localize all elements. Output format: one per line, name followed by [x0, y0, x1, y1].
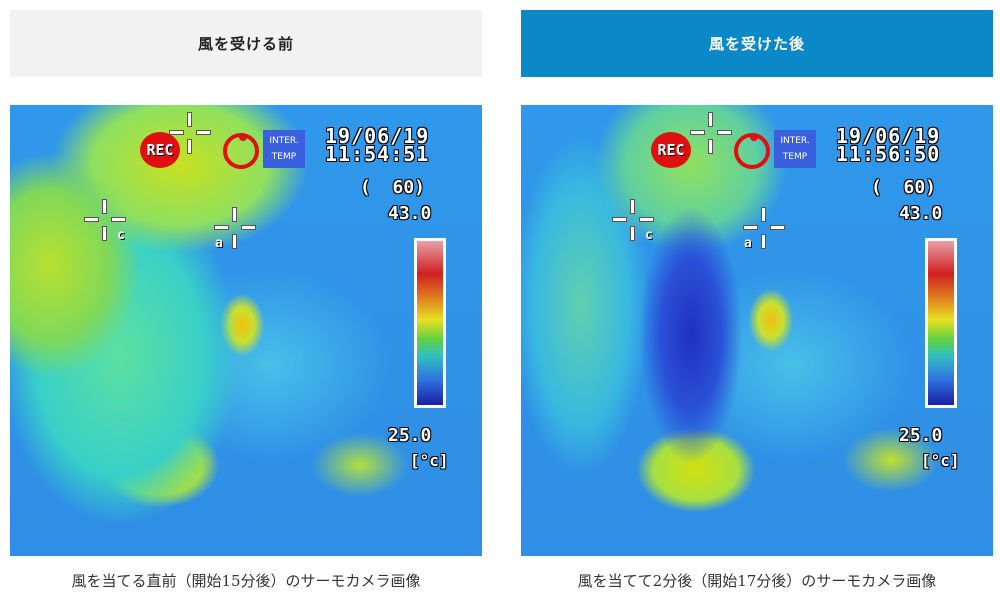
temp-unit: [°c]	[410, 451, 449, 470]
date: 19/06/19	[325, 124, 430, 148]
time: 11:54:51	[325, 142, 430, 166]
date: 19/06/19	[836, 124, 941, 148]
cursor-label: c	[117, 228, 125, 243]
color-scale-bar	[414, 238, 446, 408]
timer-icon	[223, 133, 259, 169]
time: 11:56:50	[836, 142, 941, 166]
crosshair-a-icon: a	[744, 208, 784, 251]
crosshair-a-icon: a	[215, 208, 255, 251]
datetime: 19/06/19 11:54:51	[325, 124, 430, 166]
rec-icon: REC	[140, 132, 180, 168]
datetime: 19/06/19 11:56:50	[836, 124, 941, 166]
crosshair-c-icon: c	[85, 200, 125, 243]
inter-label: INTER.	[780, 136, 810, 146]
min-temp: 25.0	[899, 425, 943, 446]
header-before: 風を受ける前	[10, 10, 482, 77]
thermal-image-after: REC INTER. TEMP c a 19/06/19 11:56:50 ( 60…	[521, 105, 993, 556]
temp-unit: [°c]	[921, 451, 960, 470]
timer-icon	[734, 133, 770, 169]
crosshair-icon	[170, 113, 210, 153]
max-temp: 43.0	[388, 203, 432, 224]
thermal-scene	[521, 105, 993, 556]
color-scale-bar	[925, 238, 957, 408]
max-temp: 43.0	[899, 203, 943, 224]
thermal-scene	[10, 105, 482, 556]
emissivity: ( 60)	[360, 177, 426, 198]
rec-icon: REC	[651, 132, 691, 168]
crosshair-c-icon: c	[613, 200, 653, 243]
cursor-label: a	[215, 236, 223, 251]
caption-after: 風を当てて2分後（開始17分後）のサーモカメラ画像	[577, 572, 937, 590]
caption-before: 風を当てる直前（開始15分後）のサーモカメラ画像	[71, 572, 421, 590]
min-temp: 25.0	[388, 425, 432, 446]
inter-temp-badge: INTER. TEMP	[263, 130, 305, 168]
crosshair-icon	[691, 113, 731, 153]
temp-label: TEMP	[271, 152, 297, 162]
cursor-label: a	[744, 236, 752, 251]
header-after: 風を受けた後	[521, 10, 993, 77]
emissivity: ( 60)	[871, 177, 937, 198]
inter-temp-badge: INTER. TEMP	[774, 130, 816, 168]
inter-label: INTER.	[269, 136, 299, 146]
thermal-image-before: REC INTER. TEMP c a 19/06/19 11:54:51 ( 60…	[10, 105, 482, 556]
cursor-label: c	[645, 228, 653, 243]
temp-label: TEMP	[782, 152, 808, 162]
